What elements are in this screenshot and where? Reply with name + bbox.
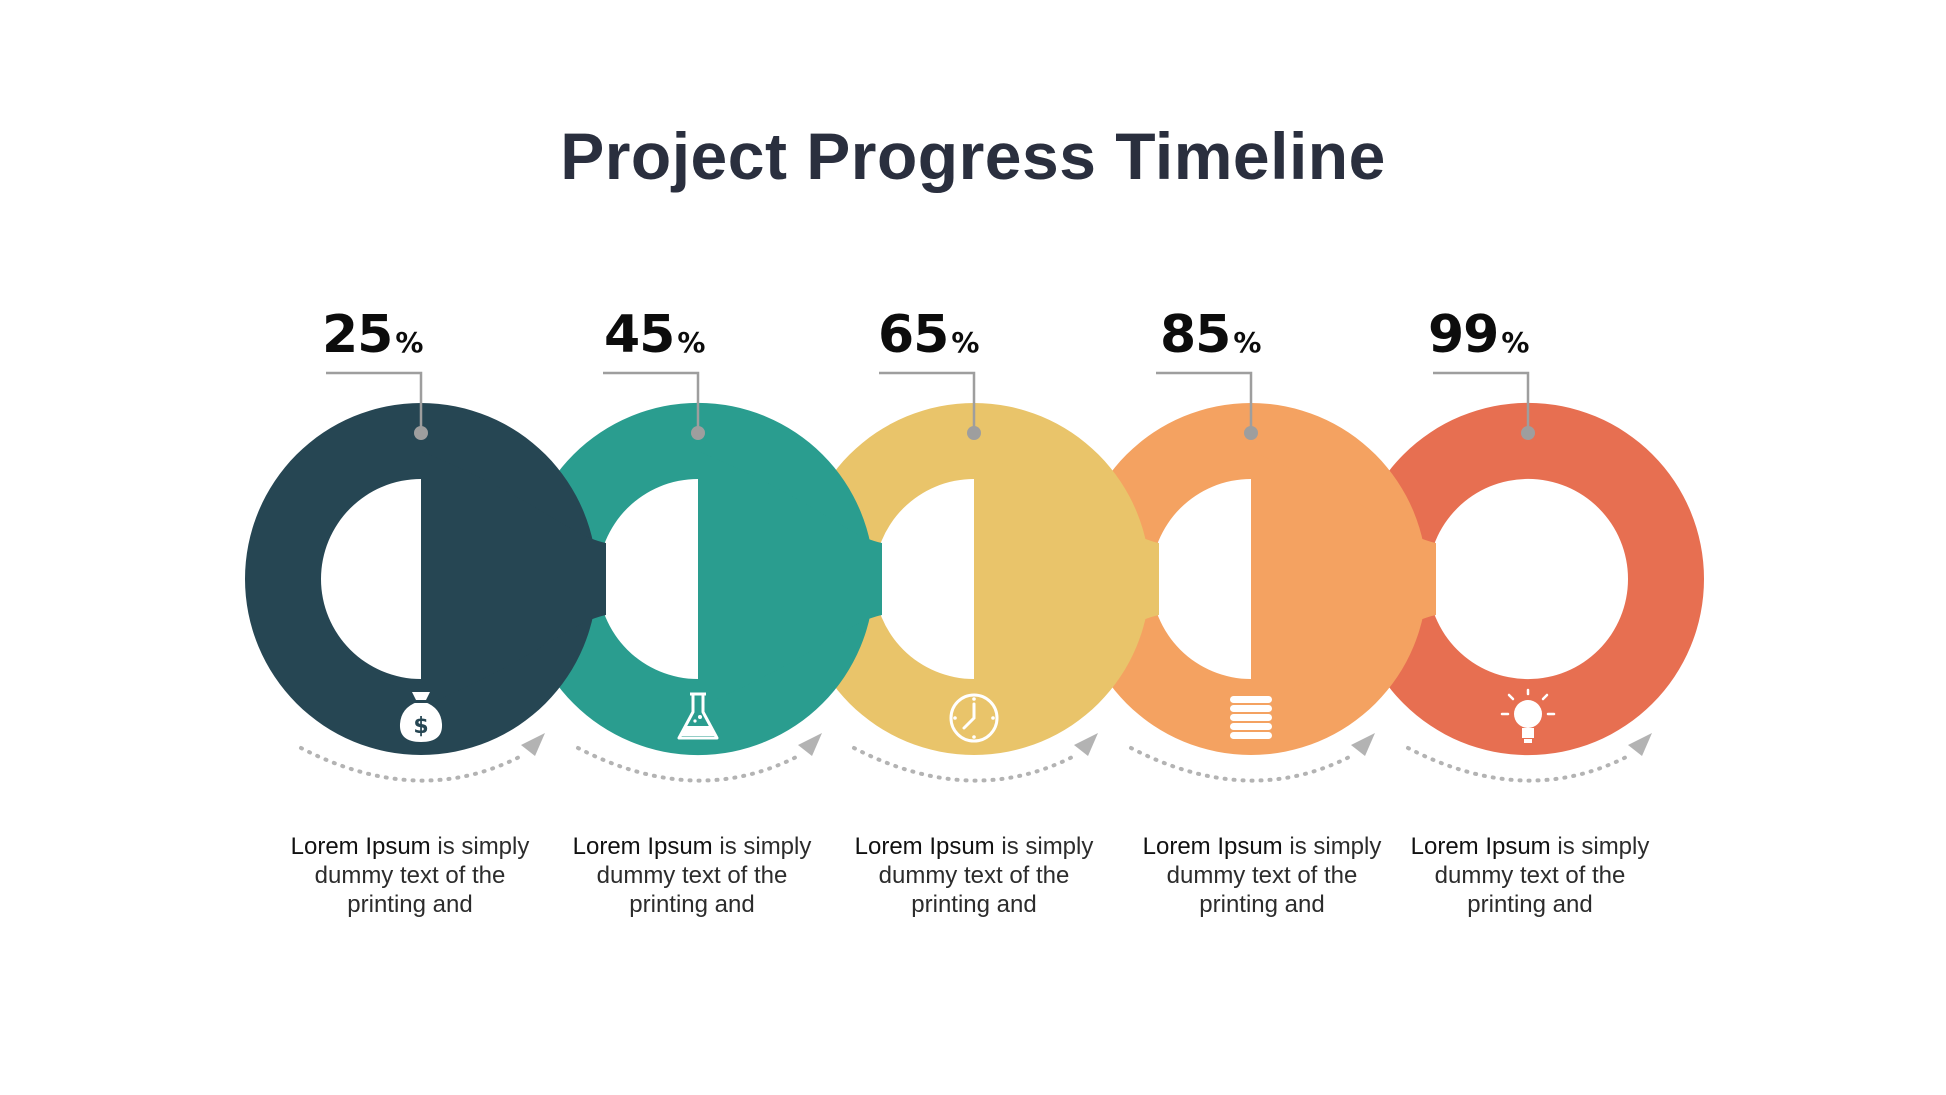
lightbulb-icon [1500,688,1556,743]
step-2-percent-unit: % [677,326,706,359]
step-4-percent-value: 85 [1160,305,1231,365]
step-4-description-text: is simply dummy text of the printing and [1166,833,1382,918]
step-5-percent: 99% [1428,305,1529,365]
step-2-ring [522,402,874,756]
step-5-leader-line [1433,371,1535,440]
clock-icon [949,693,999,743]
step-3-ring [798,403,1150,755]
step-2-percent-value: 45 [604,305,675,365]
step-1-percent-value: 25 [322,305,393,365]
page-title: Project Progress Timeline [560,119,1386,193]
step-1-connector-band [421,451,606,707]
step-2-description-text: is simply dummy text of the printing and [596,833,812,918]
step-2-connector-band [698,451,882,707]
flask-icon [677,692,719,740]
step-2-leader-line [603,371,705,440]
svg-text:$: $ [413,714,428,739]
step-3-percent-value: 65 [878,305,949,365]
step-3-leader-line [879,371,981,440]
step-4-leader-line [1156,371,1258,440]
step-4-percent: 85% [1160,305,1261,365]
step-2-description: Lorem Ipsum is simply dummy text of the … [572,832,812,919]
step-4-arrow [1129,733,1375,783]
step-3-arrow [852,733,1098,783]
step-5-ring [1352,402,1704,756]
step-3-description-lead: Lorem Ipsum [854,833,995,860]
step-2-arrow [576,733,822,783]
step-2-description-lead: Lorem Ipsum [572,833,713,860]
step-3-description: Lorem Ipsum is simply dummy text of the … [854,832,1094,919]
step-4-description: Lorem Ipsum is simply dummy text of the … [1142,832,1382,919]
money-bag-icon: $ [399,692,443,742]
step-3-description-text: is simply dummy text of the printing and [878,833,1094,918]
step-4-percent-unit: % [1233,326,1262,359]
step-4-ring [1075,403,1427,755]
step-5-percent-unit: % [1501,326,1530,359]
step-1-leader-line [326,371,428,440]
step-5-description-text: is simply dummy text of the printing and [1434,833,1650,918]
step-2-percent: 45% [604,305,705,365]
step-3-percent: 65% [878,305,979,365]
step-5-percent-value: 99 [1428,305,1499,365]
step-5-description-lead: Lorem Ipsum [1410,833,1551,860]
step-4-connector-band [1251,451,1436,707]
step-1-percent: 25% [322,305,423,365]
step-3-percent-unit: % [951,326,980,359]
step-1-arrow [299,733,545,783]
step-1-ring [245,403,597,755]
step-4-description-lead: Lorem Ipsum [1142,833,1283,860]
step-5-description: Lorem Ipsum is simply dummy text of the … [1410,832,1650,919]
step-3-connector-band [974,451,1159,707]
step-1-percent-unit: % [395,326,424,359]
step-1-description-text: is simply dummy text of the printing and [314,833,530,918]
step-1-description-lead: Lorem Ipsum [290,833,431,860]
step-5-arrow [1406,733,1652,783]
step-1-description: Lorem Ipsum is simply dummy text of the … [290,832,530,919]
coin-stack-icon [1230,696,1272,739]
